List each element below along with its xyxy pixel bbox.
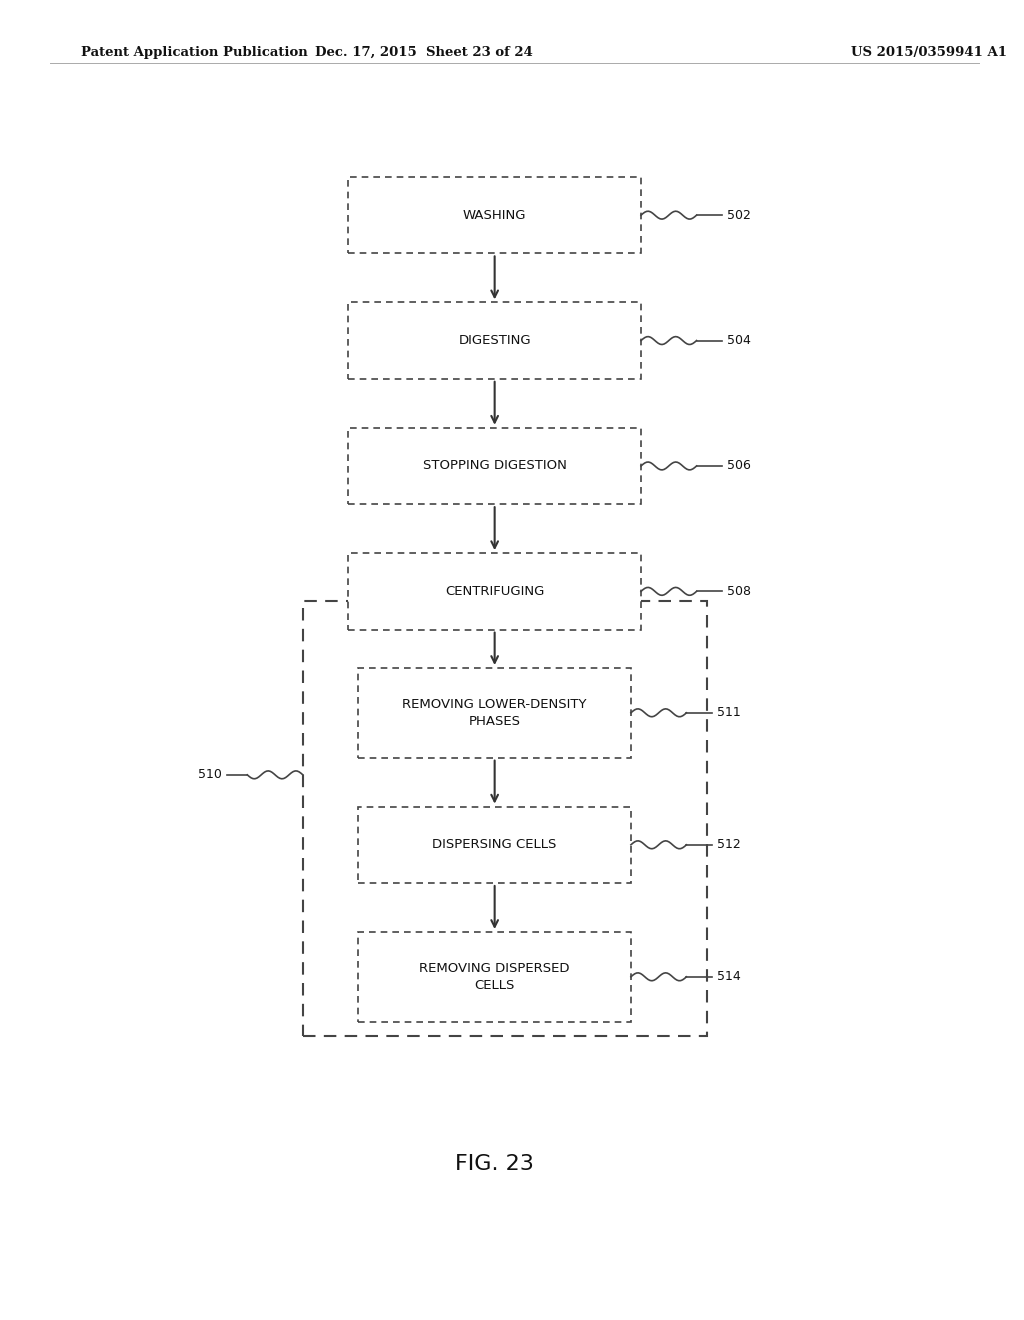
Text: DISPERSING CELLS: DISPERSING CELLS	[432, 838, 557, 851]
Text: 508: 508	[727, 585, 751, 598]
FancyBboxPatch shape	[358, 932, 631, 1022]
FancyBboxPatch shape	[348, 428, 641, 504]
Text: 511: 511	[717, 706, 740, 719]
Text: WASHING: WASHING	[463, 209, 526, 222]
Text: 506: 506	[727, 459, 751, 473]
Text: FIG. 23: FIG. 23	[456, 1154, 535, 1175]
FancyBboxPatch shape	[348, 177, 641, 253]
FancyBboxPatch shape	[358, 807, 631, 883]
Text: 514: 514	[717, 970, 740, 983]
Text: STOPPING DIGESTION: STOPPING DIGESTION	[423, 459, 566, 473]
Text: Patent Application Publication: Patent Application Publication	[81, 46, 307, 59]
Text: DIGESTING: DIGESTING	[459, 334, 531, 347]
FancyBboxPatch shape	[358, 668, 631, 758]
Text: CENTRIFUGING: CENTRIFUGING	[445, 585, 545, 598]
Text: 502: 502	[727, 209, 751, 222]
Text: REMOVING LOWER-DENSITY
PHASES: REMOVING LOWER-DENSITY PHASES	[402, 698, 587, 727]
Text: 512: 512	[717, 838, 740, 851]
Text: 504: 504	[727, 334, 751, 347]
Text: REMOVING DISPERSED
CELLS: REMOVING DISPERSED CELLS	[420, 962, 570, 991]
Text: US 2015/0359941 A1: US 2015/0359941 A1	[851, 46, 1007, 59]
Text: 510: 510	[199, 768, 222, 781]
FancyBboxPatch shape	[348, 553, 641, 630]
FancyBboxPatch shape	[348, 302, 641, 379]
Text: Dec. 17, 2015  Sheet 23 of 24: Dec. 17, 2015 Sheet 23 of 24	[315, 46, 532, 59]
